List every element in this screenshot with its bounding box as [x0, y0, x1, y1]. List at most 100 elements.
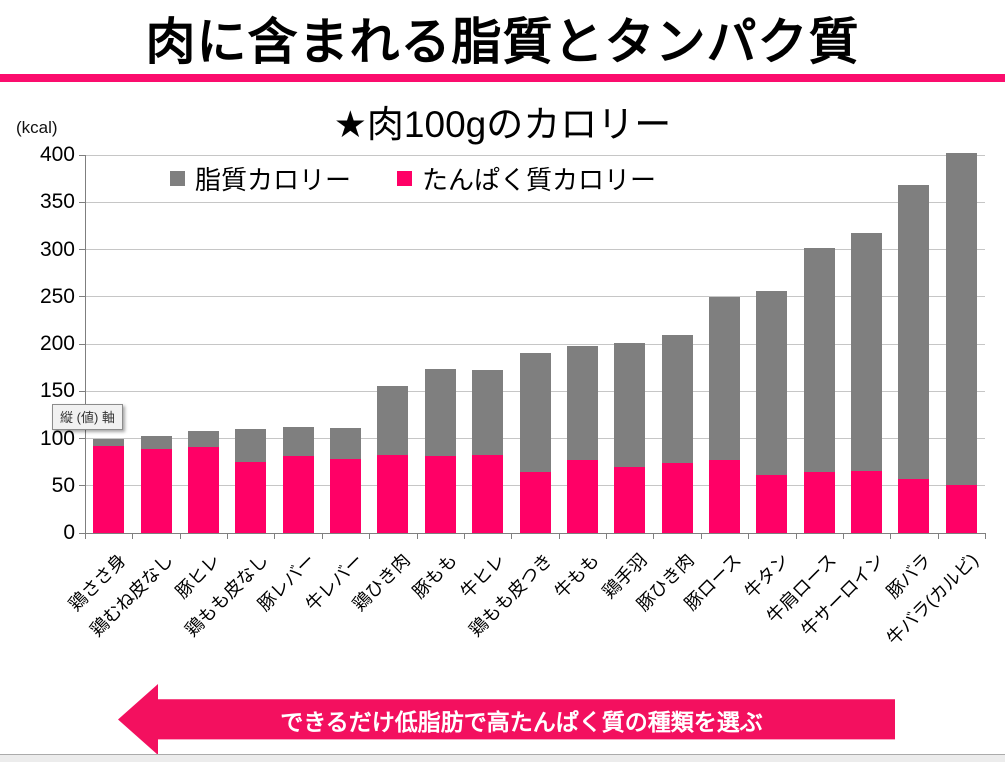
y-axis-tick — [79, 343, 85, 345]
y-axis-tick — [79, 485, 85, 487]
x-axis-label: 牛もも — [551, 549, 604, 603]
bar-fat-segment[interactable] — [851, 233, 883, 471]
bar-protein-segment[interactable] — [803, 471, 835, 533]
y-axis-tick — [79, 154, 85, 156]
x-axis-tick — [416, 533, 418, 539]
y-axis-unit-label: (kcal) — [16, 118, 58, 137]
y-axis-label: 100 — [39, 426, 75, 450]
fat-series-swatch-icon — [170, 171, 185, 186]
x-axis-tick — [179, 533, 181, 539]
gridline — [85, 249, 985, 250]
bar-fat-segment[interactable] — [140, 435, 172, 449]
bar-fat-segment[interactable] — [566, 345, 598, 461]
y-axis-tick — [79, 438, 85, 439]
page-title: 肉に含まれる脂質とタンパク質 — [145, 14, 860, 70]
x-axis-tick — [321, 533, 323, 539]
y-axis-label: 200 — [39, 332, 75, 355]
y-axis-tick — [79, 296, 85, 298]
chart-title: ★肉100gのカロリー — [333, 104, 672, 145]
y-axis-label: 300 — [39, 237, 75, 261]
legend-item-protein[interactable]: たんぱく質カロリー — [397, 160, 656, 197]
gridline — [85, 296, 985, 298]
y-axis-tick — [79, 390, 85, 392]
x-axis-tick — [985, 533, 986, 539]
bar-fat-segment[interactable] — [187, 430, 219, 447]
bar-protein-segment[interactable] — [282, 455, 314, 533]
bar-fat-segment[interactable] — [898, 185, 930, 480]
bar-fat-segment[interactable] — [282, 427, 314, 456]
y-axis-tick — [79, 532, 85, 534]
bar-fat-segment[interactable] — [803, 247, 835, 472]
x-axis-label: 豚もも — [408, 549, 462, 603]
legend-item-fat[interactable]: 脂質カロリー — [170, 160, 351, 197]
bar-fat-segment[interactable] — [93, 439, 125, 447]
bar-protein-segment[interactable] — [235, 462, 267, 533]
legend-label-fat: 脂質カロリー — [195, 165, 352, 195]
bar-protein-segment[interactable] — [93, 446, 125, 533]
x-axis-tick — [700, 533, 702, 539]
bar-fat-segment[interactable] — [945, 153, 977, 485]
window-edge-strip — [0, 754, 1005, 762]
y-axis-label: 400 — [39, 143, 75, 166]
bar-protein-segment[interactable] — [472, 454, 504, 533]
bar-protein-segment[interactable] — [661, 463, 693, 533]
bar-fat-segment[interactable] — [519, 352, 551, 472]
gridline — [85, 343, 985, 345]
x-axis-tick — [748, 533, 750, 539]
y-axis-label: 250 — [39, 284, 75, 308]
x-axis-tick — [653, 533, 655, 539]
x-axis-tick — [274, 533, 276, 539]
bar-fat-segment[interactable] — [472, 370, 504, 455]
x-axis-tick — [132, 533, 134, 539]
gridline — [85, 154, 985, 156]
x-axis-tick — [937, 533, 939, 539]
x-axis-line — [85, 533, 985, 534]
bar-protein-segment[interactable] — [566, 460, 598, 533]
y-axis-tick — [79, 249, 85, 250]
y-axis-label: 0 — [63, 521, 75, 544]
bar-protein-segment[interactable] — [898, 479, 930, 533]
bar-fat-segment[interactable] — [756, 291, 788, 476]
bar-fat-segment[interactable] — [661, 334, 693, 464]
bar-protein-segment[interactable] — [519, 471, 551, 533]
bar-protein-segment[interactable] — [708, 460, 740, 533]
y-axis-tick — [79, 201, 85, 203]
chart-legend: 脂質カロリー たんぱく質カロリー — [170, 160, 656, 197]
x-axis-tick — [558, 533, 560, 539]
bar-fat-segment[interactable] — [708, 296, 740, 461]
arrow-caption: できるだけ低脂肪で高たんぱく質の種類を選ぶ — [280, 708, 763, 735]
y-axis-line — [85, 155, 86, 533]
x-axis-tick — [511, 533, 513, 539]
gridline — [85, 201, 985, 203]
x-axis-tick — [85, 533, 86, 539]
y-axis-label: 150 — [39, 379, 75, 403]
x-axis-tick — [227, 533, 229, 539]
bar-protein-segment[interactable] — [377, 454, 409, 533]
protein-series-swatch-icon — [397, 171, 413, 186]
bar-protein-segment[interactable] — [945, 484, 977, 533]
x-axis-tick — [463, 533, 465, 539]
bar-protein-segment[interactable] — [614, 466, 646, 533]
x-axis-tick — [369, 533, 371, 539]
x-axis-tick — [842, 533, 844, 539]
bar-protein-segment[interactable] — [851, 470, 883, 533]
bar-protein-segment[interactable] — [424, 455, 456, 533]
bar-protein-segment[interactable] — [140, 448, 172, 533]
bar-fat-segment[interactable] — [377, 385, 409, 455]
bar-fat-segment[interactable] — [235, 429, 267, 463]
legend-label-protein: たんぱく質カロリー — [422, 165, 657, 195]
x-axis-tick — [795, 533, 797, 539]
bar-fat-segment[interactable] — [330, 428, 362, 460]
bar-protein-segment[interactable] — [187, 447, 219, 533]
vertical-axis-tooltip: 縦 (値) 軸 — [52, 404, 123, 430]
bar-protein-segment[interactable] — [330, 459, 362, 533]
bar-protein-segment[interactable] — [756, 475, 788, 533]
title-divider-rule — [0, 74, 1005, 82]
bar-fat-segment[interactable] — [424, 368, 456, 456]
x-axis-tick — [890, 533, 892, 539]
x-axis-tick — [606, 533, 608, 539]
y-axis-label: 50 — [51, 473, 75, 497]
y-axis-label: 350 — [39, 190, 75, 214]
bar-fat-segment[interactable] — [614, 343, 646, 467]
